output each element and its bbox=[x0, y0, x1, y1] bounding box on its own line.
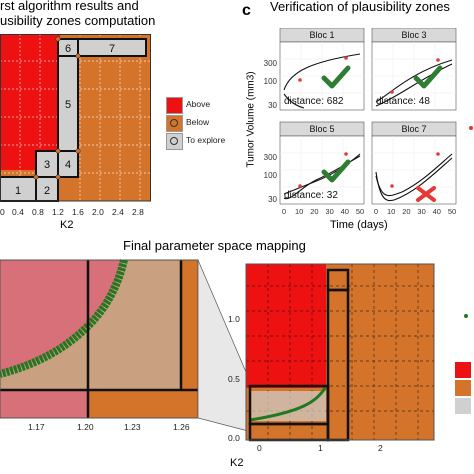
legend-label-explore: To explore bbox=[186, 135, 226, 145]
panel-b-title-line1: rst algorithm results and bbox=[0, 0, 139, 13]
model-curves: distance: 48 bbox=[375, 58, 453, 107]
main-ytick: 1.0 bbox=[228, 314, 240, 324]
facet-4: Bloc 7 bbox=[371, 121, 457, 205]
x-tick-label: 10 bbox=[295, 207, 303, 216]
y-tick-label: 300 bbox=[264, 153, 278, 162]
cross-icon bbox=[416, 186, 436, 202]
panel-c-letter: c bbox=[242, 2, 251, 19]
x-tick-label: 0 bbox=[374, 207, 378, 216]
zoom-xtick: 1.23 bbox=[124, 422, 141, 432]
check-icon bbox=[321, 159, 351, 183]
y-tick-label: 30 bbox=[268, 195, 277, 204]
facet-title: Bloc 1 bbox=[309, 30, 334, 40]
main-panel bbox=[245, 263, 435, 442]
facet-title: Bloc 5 bbox=[309, 124, 334, 134]
panel-c-xlabel: Time (days) bbox=[330, 219, 388, 231]
x-tick-label: 30 bbox=[325, 207, 333, 216]
facet-1: Bloc 1 distance: 682 bbox=[279, 28, 365, 111]
y-tick-label: 100 bbox=[264, 171, 278, 180]
legend-dot-below bbox=[170, 119, 178, 127]
x-tick-label: 40 bbox=[341, 207, 349, 216]
panel-c-title: Verification of plausibility zones bbox=[270, 0, 450, 14]
zoom-xtick: 1.20 bbox=[77, 422, 94, 432]
check-icon bbox=[321, 65, 351, 89]
main-ytick: 0.5 bbox=[228, 374, 240, 384]
panel-b-xtick: 1.6 bbox=[72, 207, 84, 217]
main-xtick: 0 bbox=[257, 443, 262, 453]
zone-2-label: 2 bbox=[44, 185, 50, 197]
zone-5-label: 5 bbox=[65, 99, 71, 111]
main-xtick: 1 bbox=[318, 443, 323, 453]
x-tick-label: 0 bbox=[282, 207, 286, 216]
zoom-xtick: 1.17 bbox=[28, 422, 45, 432]
panel-b-title-line2: usibility zones computation bbox=[0, 13, 156, 28]
panel-d-xlabel: K2 bbox=[230, 457, 244, 469]
panel-b-xtick: 1.2 bbox=[52, 207, 64, 217]
zone-1-label: 1 bbox=[15, 185, 21, 197]
zoom-below-strip bbox=[181, 260, 198, 418]
data-point bbox=[344, 56, 348, 60]
zoom-connector bbox=[197, 259, 253, 433]
panel-b-xtick: 2.4 bbox=[112, 207, 124, 217]
main-xtick: 2 bbox=[378, 443, 383, 453]
legend-dot-explore bbox=[170, 137, 178, 145]
panel-b-xtick: 2.8 bbox=[132, 207, 144, 217]
model-curves: distance: 32 bbox=[283, 152, 361, 201]
data-point bbox=[344, 152, 348, 156]
x-tick-label: 40 bbox=[433, 207, 441, 216]
panel-b-xlabel: K2 bbox=[60, 219, 74, 231]
panel-c-stray-dot bbox=[469, 126, 473, 130]
legend-label-above: Above bbox=[186, 99, 211, 109]
data-point bbox=[390, 90, 394, 94]
zone-7-label: 7 bbox=[109, 43, 115, 55]
main-boundary-curve bbox=[249, 385, 328, 422]
y-tick-label: 300 bbox=[264, 59, 278, 68]
panel-d-title: Final parameter space mapping bbox=[123, 238, 306, 253]
zoom-xtick: 1.26 bbox=[173, 422, 190, 432]
zone-3-label: 3 bbox=[44, 159, 50, 171]
x-tick-label: 20 bbox=[310, 207, 318, 216]
x-tick-label: 10 bbox=[387, 207, 395, 216]
zoom-above-region bbox=[0, 260, 124, 374]
check-icon bbox=[413, 65, 443, 89]
facet-2: Bloc 3 distance: 48 bbox=[371, 28, 457, 111]
legend-swatch-above bbox=[166, 97, 183, 114]
panel-b-xtick: 2.0 bbox=[92, 207, 104, 217]
facet-title: Bloc 3 bbox=[401, 30, 426, 40]
panel-b-zone-plot: 1 2 3 4 5 6 7 bbox=[0, 34, 151, 202]
zone-6-label: 6 bbox=[65, 43, 71, 55]
distance-label: distance: 32 bbox=[284, 190, 338, 201]
model-curves: distance: 682 bbox=[283, 53, 361, 109]
legend-label-below: Below bbox=[186, 117, 210, 127]
distance-label: distance: 48 bbox=[376, 96, 430, 107]
panel-d-plot bbox=[0, 259, 471, 442]
y-tick-label: 100 bbox=[264, 77, 278, 86]
panel-b-xtick: 0.4 bbox=[12, 207, 24, 217]
panel-d-legend-fragment bbox=[455, 314, 471, 414]
zone-7 bbox=[77, 38, 147, 57]
distance-label: distance: 682 bbox=[284, 96, 344, 107]
data-point bbox=[436, 58, 440, 62]
panel-b-xtick: 0 bbox=[0, 207, 5, 217]
panel-b-xtick: 0.8 bbox=[32, 207, 44, 217]
x-tick-label: 50 bbox=[356, 207, 364, 216]
facet-3: Bloc 5 distance: 32 bbox=[279, 121, 365, 205]
model-curves bbox=[375, 152, 453, 202]
data-point bbox=[298, 184, 302, 188]
data-point bbox=[390, 184, 394, 188]
main-above-region bbox=[246, 264, 326, 388]
facet-title: Bloc 7 bbox=[401, 124, 426, 134]
data-point bbox=[436, 152, 440, 156]
main-ytick: 0.0 bbox=[228, 433, 240, 443]
x-tick-label: 50 bbox=[448, 207, 456, 216]
zoom-panel bbox=[0, 259, 199, 419]
y-tick-label: 30 bbox=[268, 101, 277, 110]
zone-4-label: 4 bbox=[65, 159, 71, 171]
x-tick-label: 20 bbox=[402, 207, 410, 216]
above-region bbox=[0, 34, 60, 170]
x-tick-label: 30 bbox=[417, 207, 425, 216]
data-point bbox=[298, 78, 302, 82]
